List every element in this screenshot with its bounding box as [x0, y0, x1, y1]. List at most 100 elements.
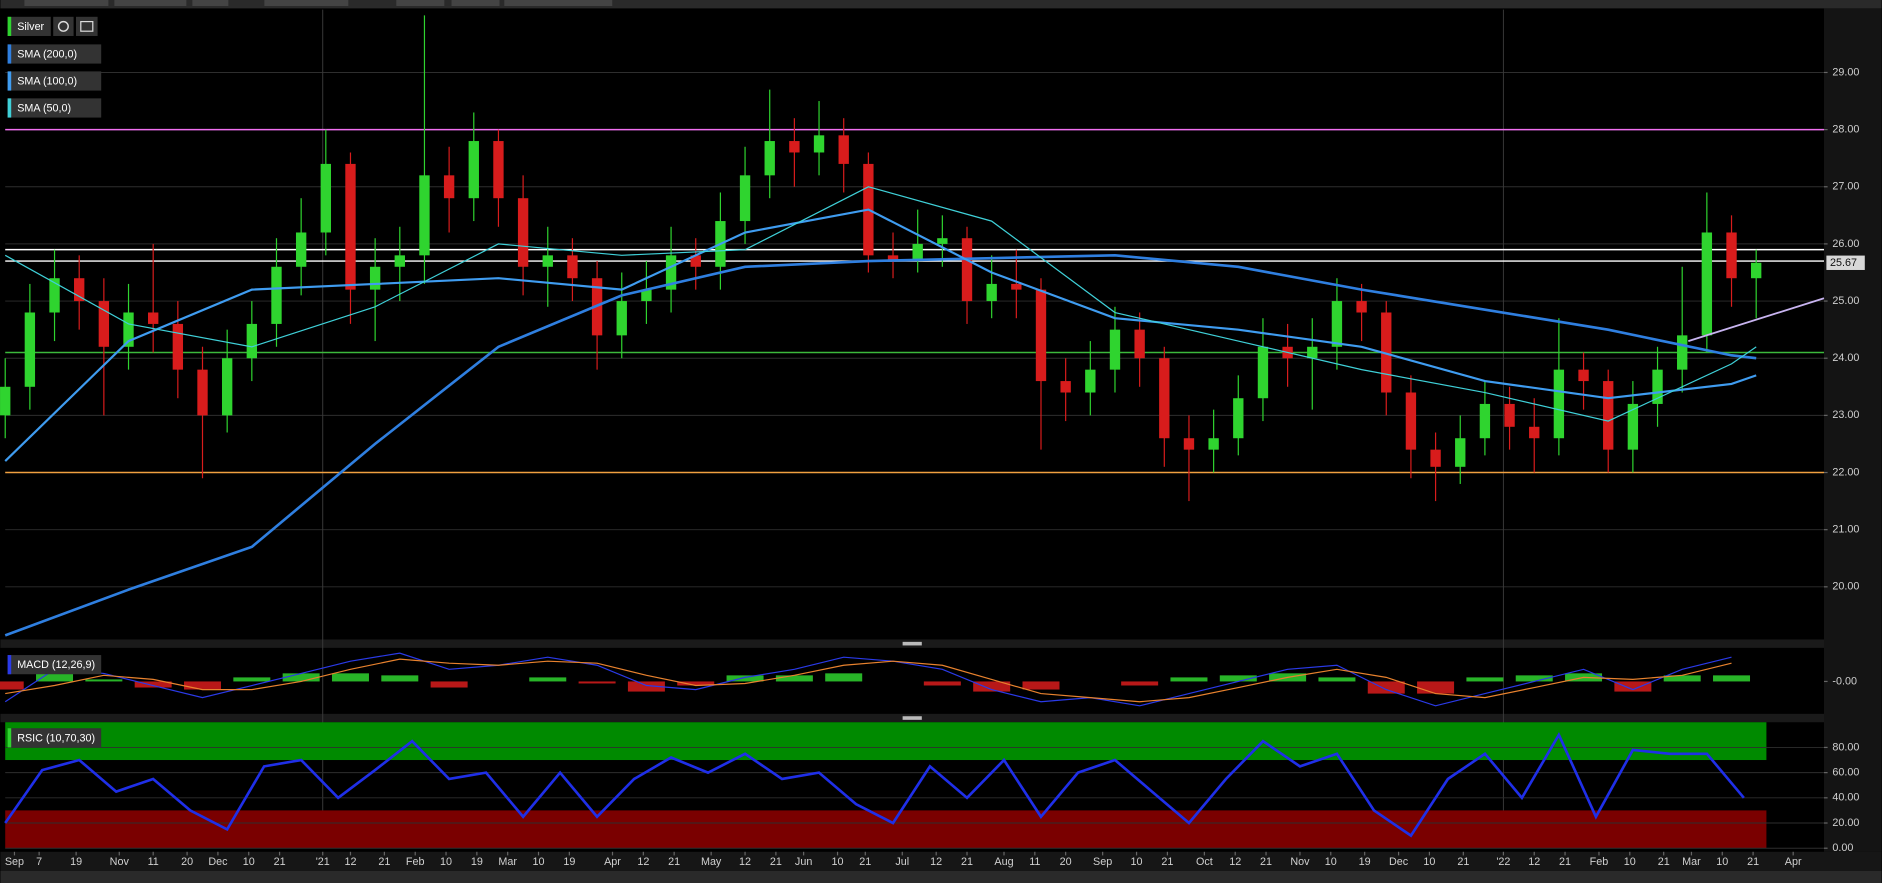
refresh-button[interactable] — [53, 16, 74, 36]
candle-body — [172, 323, 184, 370]
x-tick-label: 10 — [243, 856, 255, 868]
candle-body — [295, 232, 307, 267]
legend-box[interactable] — [7, 728, 102, 748]
macd-histogram-bar — [529, 677, 567, 682]
x-tick-label: 10 — [440, 856, 452, 868]
divider-grip[interactable] — [902, 716, 922, 720]
x-tick-label: 10 — [1624, 856, 1636, 868]
macd-histogram-bar — [1614, 681, 1652, 692]
y-tick-label: 0.00 — [1832, 842, 1853, 854]
candle-body — [24, 312, 36, 387]
settings-button[interactable] — [75, 16, 98, 36]
tab[interactable] — [192, 0, 229, 6]
legend-label: Silver — [17, 21, 44, 33]
macd-line — [4, 652, 1732, 707]
x-tick-label: 10 — [1131, 856, 1143, 868]
x-tick-label: '22 — [1496, 856, 1510, 868]
x-tick-label: 12 — [344, 856, 356, 868]
candle-body — [1652, 369, 1663, 404]
candle-body — [1208, 438, 1219, 450]
legend-box[interactable] — [7, 44, 102, 64]
tab[interactable] — [396, 0, 445, 6]
y-tick-label: 23.00 — [1832, 409, 1859, 421]
candle-body — [789, 141, 800, 153]
y-tick-label: 24.00 — [1832, 352, 1859, 364]
tab[interactable] — [451, 0, 500, 6]
x-tick-label: 21 — [1457, 856, 1469, 868]
candle-body — [1751, 262, 1762, 279]
candle-body — [1553, 369, 1565, 439]
x-tick-label: 20 — [181, 856, 193, 868]
x-tick-label: Apr — [604, 856, 621, 868]
x-tick-label: 10 — [533, 856, 545, 868]
macd-histogram-bar — [1515, 675, 1553, 682]
y-tick-label: 29.00 — [1832, 66, 1859, 78]
macd-histogram-bar — [627, 681, 665, 692]
x-tick-label: 10 — [1325, 856, 1337, 868]
candle-body — [1479, 403, 1491, 439]
x-tick-label: 21 — [378, 856, 390, 868]
candle-body — [616, 301, 627, 336]
x-tick-label: Sep — [5, 856, 24, 868]
y-tick-label: 22.00 — [1832, 466, 1859, 478]
x-tick-label: 12 — [637, 856, 649, 868]
candle-body — [0, 386, 11, 416]
y-tick-label: 40.00 — [1832, 792, 1859, 804]
price-axis — [1824, 8, 1882, 852]
toolbar — [0, 0, 1882, 9]
candle-body — [1011, 283, 1022, 290]
x-tick-label: 11 — [1029, 856, 1040, 868]
x-tick-label: May — [701, 856, 722, 868]
tab[interactable] — [504, 0, 613, 6]
macd-histogram-bar — [1121, 681, 1159, 686]
candle-body — [1455, 438, 1466, 467]
macd-histogram-bar — [134, 681, 172, 688]
candle-body — [1627, 403, 1639, 450]
x-tick-label: Nov — [110, 856, 130, 868]
legend-box[interactable] — [7, 71, 102, 91]
candle-body — [1677, 335, 1688, 370]
legend-label: SMA (50,0) — [17, 102, 71, 114]
y-tick-label: 21.00 — [1832, 524, 1859, 536]
plot-layer: 20.00 21.00 22.00 23.00 24.00 25.00 26.00 27.00… — [0, 9, 1859, 868]
macd-histogram-bar — [1713, 675, 1751, 682]
rsi-line — [4, 731, 1745, 838]
macd-histogram-bar — [233, 677, 271, 682]
x-tick-label: Feb — [406, 856, 425, 868]
candle-body — [123, 312, 134, 347]
x-tick-label: 21 — [1559, 856, 1571, 868]
legend-box[interactable] — [7, 655, 102, 675]
y-tick-label: 20.00 — [1832, 817, 1859, 829]
x-tick-label: 21 — [961, 856, 973, 868]
macd-histogram-bar — [1170, 677, 1208, 682]
candle-body — [148, 312, 159, 324]
divider-grip[interactable] — [902, 641, 922, 646]
candle-body — [1233, 398, 1244, 439]
tab[interactable] — [24, 0, 109, 6]
candle-body — [197, 369, 208, 416]
candle-body — [345, 163, 356, 290]
x-tick-label: Mar — [498, 856, 517, 868]
legend-box[interactable] — [7, 16, 51, 36]
candle-body — [443, 175, 455, 199]
x-tick-label: 19 — [471, 856, 483, 868]
candle-body — [1381, 312, 1392, 393]
x-tick-label: 21 — [274, 856, 286, 868]
x-tick-label: 12 — [930, 856, 942, 868]
legend-label: RSIC (10,70,30) — [17, 732, 95, 744]
macd-histogram-bar — [1663, 675, 1701, 682]
overlay-layer: Silver SMA (200,0) SMA (100,0) SMA (50,0) 2… — [7, 16, 1865, 748]
trend-line — [1688, 297, 1825, 342]
macd-histogram-bar — [430, 681, 468, 688]
candle-body — [1405, 392, 1417, 450]
rsi-zone — [5, 810, 1767, 849]
tab[interactable] — [114, 0, 187, 6]
last-price-box — [1826, 255, 1865, 270]
tab[interactable] — [264, 0, 349, 6]
x-tick-label: Sep — [1093, 856, 1112, 868]
legend-box[interactable] — [7, 98, 102, 118]
y-tick-label: 28.00 — [1832, 123, 1859, 135]
x-tick-label: 10 — [1716, 856, 1728, 868]
x-tick-label: 7 — [36, 856, 42, 868]
